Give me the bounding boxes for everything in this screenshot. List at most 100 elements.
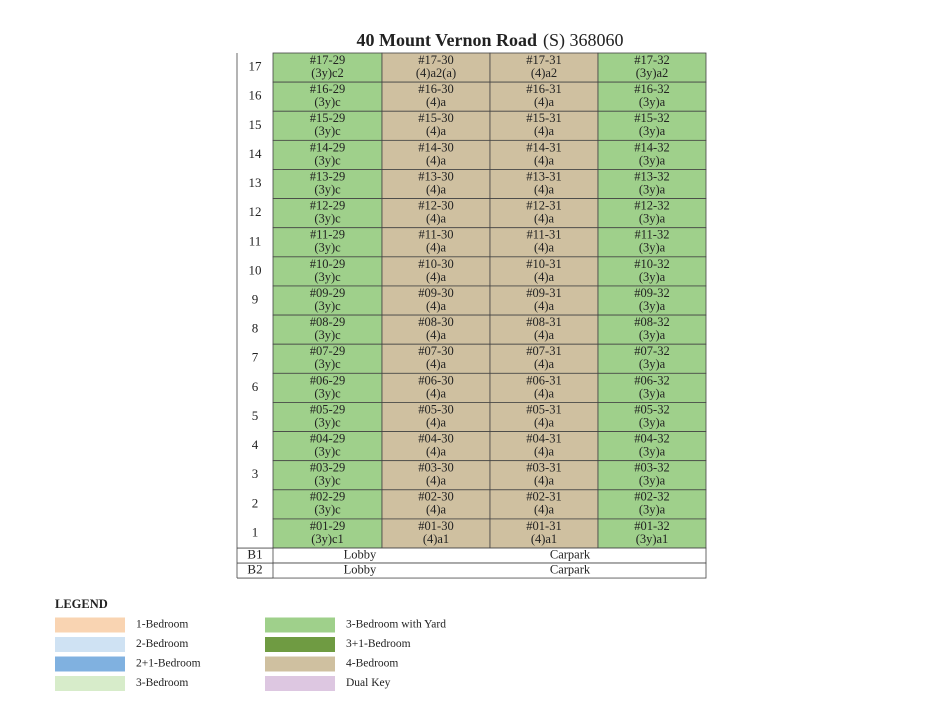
unit-type: (4)a [426, 503, 447, 517]
unit-type: (4)a [426, 153, 447, 167]
unit-code: #03-31 [526, 461, 561, 475]
unit-cell [489, 314, 599, 345]
unit-cell [597, 81, 707, 112]
unit-type: (4)a [534, 241, 555, 255]
unit-type: (4)a [534, 474, 555, 488]
unit-code: #05-30 [418, 402, 453, 416]
unit-code: #13-29 [310, 169, 345, 183]
floor-label: 17 [249, 59, 263, 74]
unit-type: (4)a [534, 270, 555, 284]
unit-code: #03-29 [310, 461, 345, 475]
floor-label: 4 [252, 437, 259, 452]
unit-type: (3y)a [639, 124, 666, 138]
unit-type: (3y)c1 [311, 532, 344, 546]
unit-code: #17-32 [634, 53, 669, 67]
unit-type: (3y)c [314, 153, 341, 167]
unit-cell [489, 52, 599, 83]
floor-label: 13 [249, 175, 262, 190]
unit-type: (3y)c [314, 241, 341, 255]
basement-area: Lobby [344, 547, 377, 561]
unit-code: #17-30 [418, 53, 453, 67]
floor-label: 15 [249, 117, 262, 132]
unit-type: (3y)a [639, 299, 666, 313]
unit-cell [597, 52, 707, 83]
unit-cell [597, 169, 707, 199]
unit-type: (4)a [534, 386, 555, 400]
floor-label: 7 [252, 350, 259, 365]
unit-type: (3y)a [639, 241, 666, 255]
unit-type: (4)a [534, 444, 555, 458]
title-postal: (S) 368060 [543, 30, 624, 51]
unit-code: #09-30 [418, 286, 453, 300]
floor-label: B2 [247, 562, 262, 577]
unit-type: (4)a2 [531, 66, 557, 80]
unit-code: #07-32 [634, 344, 669, 358]
unit-cell [381, 110, 491, 141]
unit-code: #04-29 [310, 431, 345, 445]
unit-code: #17-31 [526, 53, 561, 67]
unit-type: (3y)c [314, 182, 341, 196]
unit-type: (3y)a2 [636, 66, 669, 80]
legend-swatch [55, 637, 125, 652]
unit-cell [597, 227, 707, 258]
unit-cell [489, 372, 599, 403]
unit-code: #08-32 [634, 315, 669, 329]
floor-label: 3 [252, 466, 259, 481]
unit-code: #01-31 [526, 519, 561, 533]
unit-type: (3y)c [314, 503, 341, 517]
unit-code: #15-32 [634, 111, 669, 125]
unit-code: #12-31 [526, 199, 561, 213]
unit-code: #12-30 [418, 199, 453, 213]
unit-cell [272, 372, 383, 403]
unit-code: #16-32 [634, 82, 669, 96]
legend-label: 2+1-Bedroom [136, 658, 201, 670]
legend-swatch [265, 676, 335, 691]
unit-cell [597, 139, 707, 170]
unit-code: #15-30 [418, 111, 453, 125]
unit-type: (3y)c [314, 124, 341, 138]
floor-label: 11 [249, 233, 262, 248]
unit-code: #16-29 [310, 82, 345, 96]
unit-type: (4)a [534, 328, 555, 342]
legend-swatch [55, 617, 125, 633]
unit-type: (3y)a [639, 95, 666, 109]
unit-type: (3y)c [314, 212, 341, 226]
unit-cell [272, 227, 383, 258]
unit-type: (3y)a [639, 153, 666, 167]
floor-label: 16 [249, 88, 263, 103]
unit-code: #06-30 [418, 373, 453, 387]
unit-code: #05-31 [526, 402, 561, 416]
unit-cell [489, 198, 599, 229]
unit-type: (4)a [426, 212, 447, 226]
unit-code: #07-29 [310, 344, 345, 358]
unit-cell [489, 431, 599, 462]
basement-cell [272, 562, 707, 579]
floor-label: 14 [249, 146, 263, 161]
unit-code: #04-32 [634, 431, 669, 445]
unit-code: #16-31 [526, 82, 561, 96]
unit-cell [597, 198, 707, 229]
unit-code: #17-29 [310, 53, 345, 67]
unit-code: #02-30 [418, 490, 453, 504]
unit-type: (3y)a [639, 386, 666, 400]
unit-type: (4)a [426, 474, 447, 488]
unit-type: (4)a [426, 415, 447, 429]
legend-label: 4-Bedroom [346, 658, 398, 670]
legend-swatch [265, 617, 335, 633]
unit-type: (3y)c [314, 299, 341, 313]
legend-label: 3-Bedroom [136, 677, 188, 689]
legend-swatch [265, 656, 335, 672]
unit-cell [272, 489, 383, 520]
unit-code: #16-30 [418, 82, 453, 96]
unit-code: #08-29 [310, 315, 345, 329]
unit-type: (4)a2(a) [416, 66, 456, 80]
unit-cell [381, 198, 491, 229]
legend-label: 3+1-Bedroom [346, 638, 411, 650]
unit-type: (4)a [534, 124, 555, 138]
unit-cell [381, 431, 491, 462]
legend-swatch [55, 676, 125, 691]
unit-code: #09-29 [310, 286, 345, 300]
unit-code: #03-32 [634, 461, 669, 475]
unit-type: (4)a [534, 299, 555, 313]
unit-code: #01-30 [418, 519, 453, 533]
